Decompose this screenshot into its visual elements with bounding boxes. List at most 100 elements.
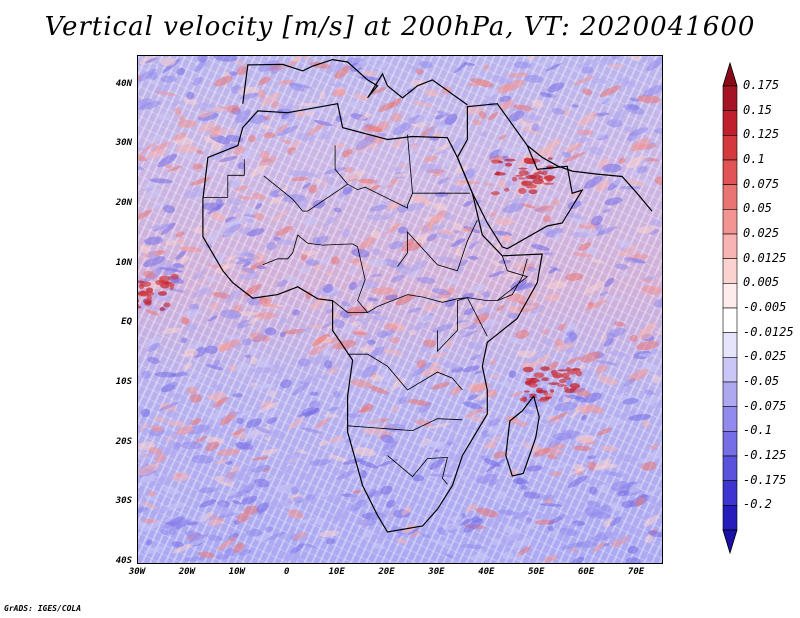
downward-motion-cell xyxy=(190,168,215,174)
strong-upward-motion-cell xyxy=(552,375,561,378)
downward-motion-cell xyxy=(198,513,208,523)
upward-motion-cell xyxy=(146,148,167,159)
downward-motion-cell xyxy=(338,107,347,112)
upward-motion-cell xyxy=(175,231,185,238)
lon-tick-label: 40E xyxy=(478,567,495,577)
lon-tick-label: 50E xyxy=(528,567,545,577)
downward-motion-cell xyxy=(619,384,631,393)
downward-motion-cell xyxy=(345,413,361,418)
upward-motion-cell xyxy=(350,379,373,388)
downward-motion-cell xyxy=(625,557,641,563)
upward-motion-cell xyxy=(534,204,555,213)
upward-motion-cell xyxy=(493,451,506,459)
downward-motion-cell xyxy=(603,338,614,347)
upward-motion-cell xyxy=(328,454,350,463)
downward-motion-cell xyxy=(256,502,270,513)
colorbar-label: 0.175 xyxy=(743,78,780,92)
downward-motion-cell xyxy=(539,503,563,507)
downward-motion-cell xyxy=(640,157,651,164)
downward-motion-cell xyxy=(215,198,223,207)
downward-motion-cell xyxy=(431,224,445,231)
downward-motion-cell xyxy=(397,226,409,234)
upward-motion-cell xyxy=(155,454,166,463)
upward-motion-cell xyxy=(312,334,327,347)
downward-motion-cell xyxy=(205,276,218,283)
upward-motion-cell xyxy=(507,72,529,78)
downward-motion-cell xyxy=(205,364,224,370)
upward-motion-cell xyxy=(563,152,586,163)
upward-motion-cell xyxy=(314,418,330,429)
downward-motion-cell xyxy=(305,259,320,267)
strong-upward-motion-cell xyxy=(537,170,543,173)
strong-upward-motion-cell xyxy=(564,389,575,393)
downward-motion-cell xyxy=(514,553,524,562)
upward-motion-cell xyxy=(276,123,288,133)
upward-motion-cell xyxy=(596,375,618,385)
upward-motion-cell xyxy=(428,422,452,429)
upward-motion-cell xyxy=(253,212,265,221)
downward-motion-cell xyxy=(510,183,525,189)
upward-motion-cell xyxy=(413,194,430,204)
upward-motion-cell xyxy=(198,551,215,558)
downward-motion-cell xyxy=(457,259,469,267)
upward-motion-cell xyxy=(499,99,514,111)
downward-motion-cell xyxy=(236,417,244,425)
upward-motion-cell xyxy=(482,64,490,71)
upward-motion-cell xyxy=(210,129,228,138)
upward-motion-cell xyxy=(306,122,326,137)
upward-motion-cell xyxy=(382,349,403,355)
upward-motion-cell xyxy=(433,202,447,211)
upward-motion-cell xyxy=(305,291,312,299)
downward-motion-cell xyxy=(246,228,265,237)
strong-upward-motion-cell xyxy=(556,384,568,387)
strong-upward-motion-cell xyxy=(529,174,541,180)
upward-motion-cell xyxy=(650,444,659,450)
downward-motion-cell xyxy=(510,282,533,292)
downward-motion-cell xyxy=(240,92,259,100)
downward-motion-cell xyxy=(627,545,639,554)
downward-motion-cell xyxy=(638,353,660,358)
upward-motion-cell xyxy=(184,348,199,357)
upward-motion-cell xyxy=(253,253,266,262)
upward-motion-cell xyxy=(546,281,567,290)
downward-motion-cell xyxy=(324,63,345,73)
downward-motion-cell xyxy=(225,460,233,465)
upward-motion-cell xyxy=(346,306,368,316)
downward-motion-cell xyxy=(256,265,267,269)
upward-motion-cell xyxy=(139,422,149,431)
downward-motion-cell xyxy=(454,229,460,234)
downward-motion-cell xyxy=(186,91,195,100)
upward-motion-cell xyxy=(281,139,292,144)
upward-motion-cell xyxy=(552,198,560,206)
downward-motion-cell xyxy=(370,346,385,358)
upward-motion-cell xyxy=(143,270,156,279)
downward-motion-cell xyxy=(453,266,464,274)
downward-motion-cell xyxy=(491,538,502,546)
downward-motion-cell xyxy=(642,85,662,97)
upward-motion-cell xyxy=(568,467,587,476)
downward-motion-cell xyxy=(475,62,489,73)
upward-motion-cell xyxy=(390,113,402,122)
downward-motion-cell xyxy=(165,430,188,441)
lat-tick-label: 20S xyxy=(115,436,132,447)
downward-motion-cell xyxy=(477,551,488,559)
upward-motion-cell xyxy=(235,61,245,66)
downward-motion-cell xyxy=(395,265,413,275)
upward-motion-cell xyxy=(390,405,399,413)
colorbar-swatch xyxy=(722,110,738,136)
upward-motion-cell xyxy=(215,459,228,465)
colorbar-label: -0.075 xyxy=(743,398,787,413)
strong-upward-motion-cell xyxy=(533,172,545,175)
upward-motion-cell xyxy=(635,341,659,351)
upward-motion-cell xyxy=(261,448,279,456)
downward-motion-cell xyxy=(160,529,169,536)
downward-motion-cell xyxy=(450,453,469,463)
upward-motion-cell xyxy=(543,555,558,563)
downward-motion-cell xyxy=(257,383,272,389)
upward-motion-cell xyxy=(189,394,202,403)
downward-motion-cell xyxy=(237,549,252,556)
downward-motion-cell xyxy=(629,97,640,102)
strong-upward-motion-cell xyxy=(504,158,516,162)
upward-motion-cell xyxy=(173,132,187,141)
downward-motion-cell xyxy=(620,186,641,190)
